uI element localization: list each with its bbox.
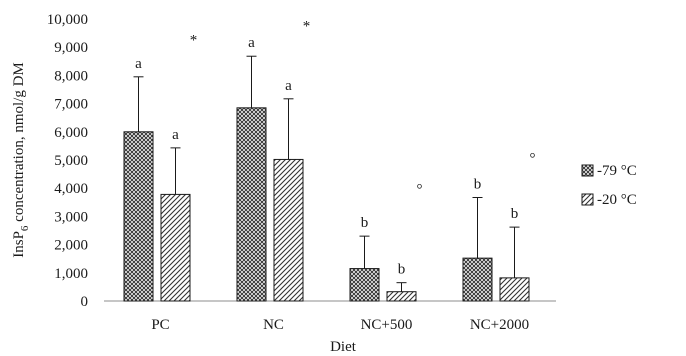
y-axis-title: InsP6 concentration, nmol/g DM bbox=[11, 62, 31, 258]
category-mark: ° bbox=[417, 182, 423, 198]
bar bbox=[349, 268, 380, 302]
significance-letter: a bbox=[248, 35, 255, 51]
legend-label: -20 °C bbox=[597, 192, 637, 208]
category-mark: * bbox=[190, 33, 198, 49]
bar bbox=[123, 131, 154, 302]
bar bbox=[160, 193, 191, 302]
significance-letter: b bbox=[474, 177, 482, 193]
y-tick-label: 3,000 bbox=[54, 209, 88, 225]
y-tick-label: 4,000 bbox=[54, 181, 88, 197]
y-tick-label: 2,000 bbox=[54, 238, 88, 254]
bar bbox=[499, 277, 530, 302]
legend-swatch bbox=[581, 164, 594, 177]
plot-area: a a * a a * b b ° b b ° bbox=[104, 19, 556, 302]
bar bbox=[386, 291, 417, 302]
y-tick-label: 7,000 bbox=[54, 97, 88, 113]
legend-swatch bbox=[581, 193, 594, 206]
y-axis-ticks: 0 1,000 2,000 3,000 4,000 5,000 6,000 7,000 8,00… bbox=[47, 12, 88, 310]
y-tick-label: 10,000 bbox=[47, 12, 88, 28]
x-tick-label: NC+500 bbox=[361, 317, 413, 333]
legend-label: -79 °C bbox=[597, 163, 637, 179]
category-mark: ° bbox=[530, 151, 536, 167]
x-tick-label: PC bbox=[151, 317, 169, 333]
x-tick-label: NC+2000 bbox=[470, 317, 529, 333]
y-tick-label: 8,000 bbox=[54, 68, 88, 84]
significance-letter: a bbox=[285, 78, 292, 94]
bar bbox=[273, 158, 304, 302]
y-tick-label: 0 bbox=[81, 294, 89, 310]
y-tick-label: 5,000 bbox=[54, 153, 88, 169]
bar bbox=[236, 107, 267, 302]
significance-letter: b bbox=[511, 206, 519, 222]
category-mark: * bbox=[303, 19, 311, 35]
y-tick-label: 1,000 bbox=[54, 266, 88, 282]
significance-letter: b bbox=[398, 262, 406, 278]
significance-letter: b bbox=[361, 215, 369, 231]
significance-letter: a bbox=[135, 56, 142, 72]
x-axis-title: Diet bbox=[330, 339, 357, 355]
significance-letter: a bbox=[172, 127, 179, 143]
y-tick-label: 6,000 bbox=[54, 125, 88, 141]
bar bbox=[462, 257, 493, 302]
x-axis-labels: PC NC NC+500 NC+2000 bbox=[151, 317, 529, 333]
legend: -79 °C -20 °C bbox=[581, 163, 637, 208]
y-tick-label: 9,000 bbox=[54, 40, 88, 56]
x-tick-label: NC bbox=[263, 317, 284, 333]
